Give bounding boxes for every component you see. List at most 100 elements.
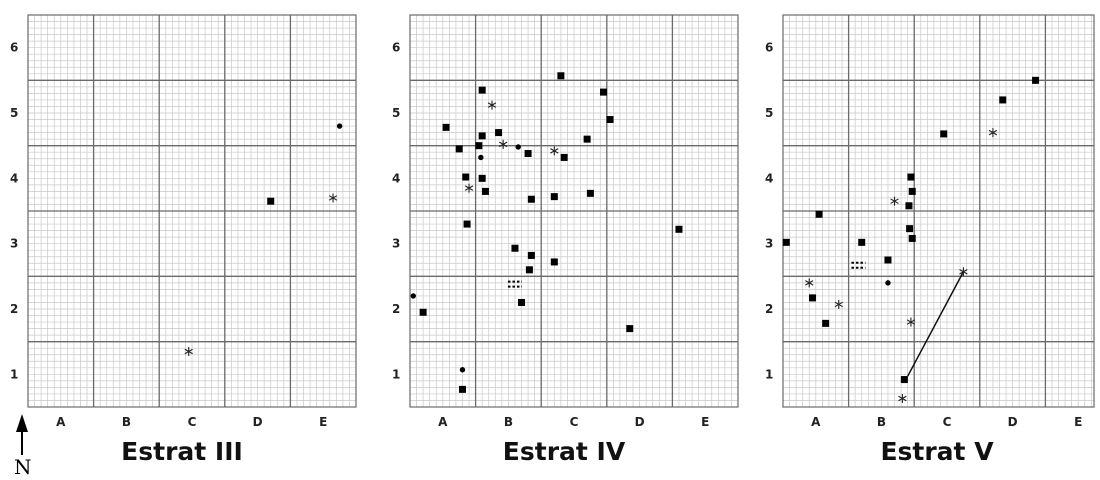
- y-tick-label: 1: [392, 367, 400, 381]
- find-dot-marker: [515, 144, 521, 150]
- major-grid-lines: [28, 15, 356, 407]
- find-star-marker: [498, 139, 508, 149]
- north-arrow-head: [16, 414, 28, 432]
- x-tick-label: B: [877, 415, 886, 429]
- find-star-marker: [988, 128, 998, 138]
- find-square-marker: [905, 202, 913, 210]
- y-tick-label: 2: [765, 302, 773, 316]
- find-square-marker: [858, 238, 866, 246]
- find-square-marker: [908, 234, 916, 242]
- find-square-marker: [481, 187, 489, 195]
- find-square-marker: [583, 135, 591, 143]
- find-star-marker: [328, 193, 338, 203]
- grid: [410, 15, 738, 407]
- find-square-marker: [560, 153, 568, 161]
- find-square-marker: [478, 174, 486, 182]
- x-tick-label: C: [943, 415, 952, 429]
- x-tick-label: C: [188, 415, 197, 429]
- x-tick-label: A: [438, 415, 448, 429]
- y-tick-label: 4: [765, 171, 773, 185]
- x-tick-label: D: [1008, 415, 1018, 429]
- find-star-marker: [834, 299, 843, 309]
- y-tick-label: 3: [10, 237, 18, 251]
- grid: [28, 15, 356, 407]
- y-tick-label: 4: [10, 171, 18, 185]
- find-square-marker: [550, 193, 558, 201]
- find-star-marker: [805, 278, 814, 288]
- find-star-marker: [898, 394, 907, 404]
- find-square-marker: [419, 308, 427, 316]
- find-square-marker: [884, 256, 892, 264]
- major-grid-lines: [783, 15, 1094, 407]
- x-tick-label: D: [635, 415, 645, 429]
- find-dashed-marker: [507, 280, 522, 288]
- find-dot-marker: [885, 280, 891, 286]
- y-tick-label: 5: [765, 106, 773, 120]
- x-tick-label: E: [319, 415, 327, 429]
- major-grid-lines: [410, 15, 738, 407]
- find-dot-marker: [459, 367, 466, 373]
- x-tick-label: B: [122, 415, 131, 429]
- find-square-marker: [906, 225, 914, 233]
- find-square-marker: [557, 72, 565, 80]
- plan-border: [782, 14, 1095, 408]
- find-dot-marker: [410, 293, 416, 299]
- panel-title: Estrat IV: [503, 437, 626, 466]
- find-star-marker: [184, 346, 193, 356]
- find-square-marker: [442, 123, 450, 131]
- panel-title: Estrat III: [121, 437, 243, 466]
- find-star-marker: [890, 196, 899, 206]
- panel-estrat-1: 1 2 3 4 5 6 A B C D E Estrat III: [10, 14, 357, 466]
- north-arrow-label: N: [14, 455, 32, 479]
- find-star-marker: [487, 100, 497, 110]
- x-tick-label: E: [701, 415, 709, 429]
- find-square-marker: [495, 129, 503, 137]
- x-tick-label: B: [504, 415, 513, 429]
- y-tick-label: 1: [765, 367, 773, 381]
- x-tick-label: D: [253, 415, 263, 429]
- panel-estrat-3: 1 2 3 4 5 6 A B C D E Estrat V: [765, 14, 1095, 466]
- find-square-marker: [550, 258, 558, 266]
- find-square-marker: [478, 132, 486, 140]
- find-square-marker: [586, 189, 594, 197]
- find-square-marker: [458, 385, 466, 393]
- find-square-marker: [815, 210, 823, 218]
- find-star-marker: [959, 267, 968, 277]
- find-square-marker: [267, 197, 275, 205]
- y-tick-label: 5: [10, 106, 18, 120]
- find-square-marker: [478, 86, 486, 94]
- y-tick-label: 6: [392, 41, 400, 55]
- y-tick-label: 4: [392, 171, 400, 185]
- y-tick-label: 2: [392, 302, 400, 316]
- y-tick-label: 6: [10, 41, 18, 55]
- find-square-marker: [527, 195, 535, 203]
- find-square-marker: [809, 294, 817, 302]
- find-square-marker: [511, 244, 519, 252]
- find-square-marker: [518, 298, 526, 306]
- find-square-marker: [524, 150, 532, 158]
- find-square-marker: [525, 266, 533, 274]
- y-tick-label: 3: [765, 237, 773, 251]
- y-tick-label: 3: [392, 237, 400, 251]
- find-dot-marker: [478, 154, 484, 161]
- find-square-marker: [822, 319, 830, 327]
- find-square-marker: [1032, 76, 1040, 84]
- connection-line: [906, 271, 965, 377]
- panels-layer: 1 2 3 4 5 6 A B C D E Estrat III 1 2 3 4 5 6 A B C D E Estrat I…: [10, 14, 1095, 466]
- grid: [783, 15, 1094, 407]
- find-square-marker: [527, 251, 535, 259]
- y-tick-label: 6: [765, 41, 773, 55]
- find-square-marker: [900, 376, 908, 384]
- find-square-marker: [462, 173, 470, 181]
- x-tick-label: E: [1074, 415, 1082, 429]
- find-square-marker: [907, 173, 915, 181]
- find-square-marker: [675, 225, 683, 233]
- find-square-marker: [626, 325, 634, 333]
- y-tick-label: 2: [10, 302, 18, 316]
- plan-border: [409, 14, 739, 408]
- y-tick-label: 1: [10, 367, 18, 381]
- find-dot-marker: [336, 123, 343, 129]
- panel-estrat-2: 1 2 3 4 5 6 A B C D E Estrat IV: [392, 14, 739, 466]
- find-square-marker: [455, 145, 463, 153]
